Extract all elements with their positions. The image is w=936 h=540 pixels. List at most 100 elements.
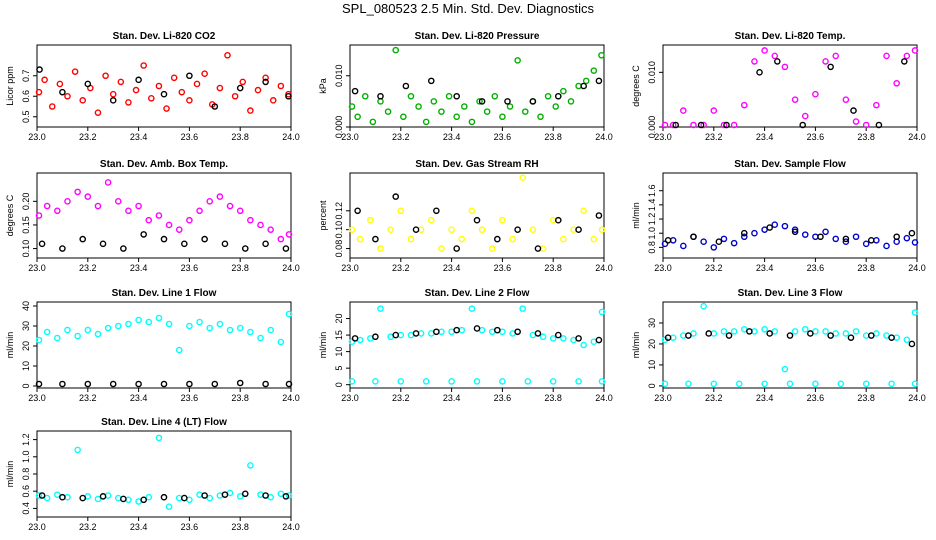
chart-panel: Stan. Dev. Li-820 CO2 Licor ppm 23.0 23.2 23…: [5, 31, 300, 142]
data-point: [397, 378, 405, 385]
data-point: [812, 90, 819, 98]
data-point: [64, 326, 71, 334]
data-point: [196, 491, 203, 498]
data-point: [697, 121, 705, 129]
data-point: [236, 379, 244, 387]
data-point: [427, 77, 435, 85]
x-tick-label: 24.0: [595, 393, 613, 403]
data-point: [786, 332, 794, 339]
data-point: [94, 109, 102, 116]
data-point: [460, 103, 468, 110]
data-point: [247, 216, 254, 224]
data-point: [262, 380, 269, 388]
data-point: [822, 328, 829, 335]
data-point: [201, 492, 208, 499]
data-point: [94, 330, 102, 338]
y-tick-label: 20: [21, 341, 31, 351]
data-point: [710, 380, 718, 388]
x-tick-label: 23.2: [392, 263, 410, 273]
data-point: [79, 494, 87, 502]
data-point: [35, 212, 43, 219]
y-tick-label: 20: [334, 314, 344, 324]
data-point: [766, 224, 773, 231]
chart-panel: Stan. Dev. Gas Stream RH percent 23.0 23.2 2…: [318, 159, 613, 273]
data-point: [269, 97, 277, 104]
data-point: [499, 113, 506, 121]
y-tick-label: 30: [647, 318, 657, 328]
y-tick-label: 1.2: [21, 433, 31, 446]
data-point: [257, 334, 264, 342]
data-point: [64, 92, 71, 100]
data-point: [216, 193, 224, 200]
data-point: [661, 121, 669, 129]
y-tick-label: 0.8: [647, 241, 657, 254]
y-tick-label: 20: [647, 339, 657, 349]
data-point: [725, 332, 733, 339]
x-tick-label: 23.6: [181, 522, 199, 532]
data-point: [196, 318, 203, 326]
data-point: [867, 236, 875, 244]
data-point: [211, 103, 219, 110]
y-tick-label: 0.4: [21, 502, 31, 515]
x-tick-label: 23.8: [857, 393, 875, 403]
data-point: [685, 332, 692, 339]
data-point: [911, 309, 919, 316]
data-point: [104, 179, 112, 186]
chart-panel: Stan. Dev. Line 3 Flow ml/min 23.0 23.2 23.4…: [631, 288, 926, 403]
y-tick-label: 5: [334, 366, 344, 371]
data-point: [468, 207, 476, 215]
data-point: [791, 228, 799, 236]
x-tick-label: 24.0: [282, 393, 300, 403]
data-point: [723, 121, 730, 129]
data-point: [79, 97, 87, 104]
data-point: [236, 493, 244, 500]
data-point: [59, 245, 66, 252]
data-point: [211, 380, 219, 388]
data-point: [267, 326, 274, 334]
data-point: [781, 365, 789, 373]
data-point: [285, 92, 292, 100]
data-point: [560, 235, 567, 243]
data-point: [590, 235, 598, 243]
data-point: [38, 492, 46, 499]
data-point: [751, 229, 758, 237]
data-point: [514, 328, 521, 336]
x-tick-label: 23.2: [79, 522, 97, 532]
data-point: [514, 57, 521, 64]
data-point: [175, 346, 183, 354]
data-point: [79, 235, 87, 243]
data-point: [911, 380, 919, 388]
data-point: [165, 503, 173, 510]
y-axis-label: kPa: [318, 78, 328, 94]
y-axis-label: ml/min: [5, 461, 15, 488]
data-point: [262, 240, 269, 248]
data-point: [74, 332, 81, 340]
data-point: [761, 325, 768, 333]
data-point: [175, 226, 183, 233]
x-tick-label: 23.8: [231, 132, 249, 142]
data-point: [720, 121, 728, 129]
data-point: [104, 492, 112, 499]
data-point: [236, 324, 244, 332]
data-point: [509, 235, 516, 243]
data-point: [186, 72, 193, 80]
data-point: [740, 101, 748, 109]
data-point: [186, 322, 193, 330]
plot-frame: [662, 44, 918, 128]
plot-frame: [349, 172, 605, 259]
data-point: [664, 236, 672, 244]
x-tick-label: 23.0: [654, 393, 672, 403]
data-point: [837, 380, 845, 388]
data-point: [893, 79, 900, 87]
data-point: [852, 328, 860, 335]
x-tick-label: 23.2: [705, 132, 723, 142]
data-point: [893, 233, 900, 241]
data-point: [911, 47, 919, 54]
x-tick-label: 23.0: [341, 132, 359, 142]
data-point: [412, 226, 420, 233]
data-point: [54, 207, 61, 215]
data-point: [801, 112, 809, 120]
data-point: [827, 63, 834, 71]
x-tick-label: 23.8: [544, 393, 562, 403]
plot-frame: [349, 301, 605, 389]
